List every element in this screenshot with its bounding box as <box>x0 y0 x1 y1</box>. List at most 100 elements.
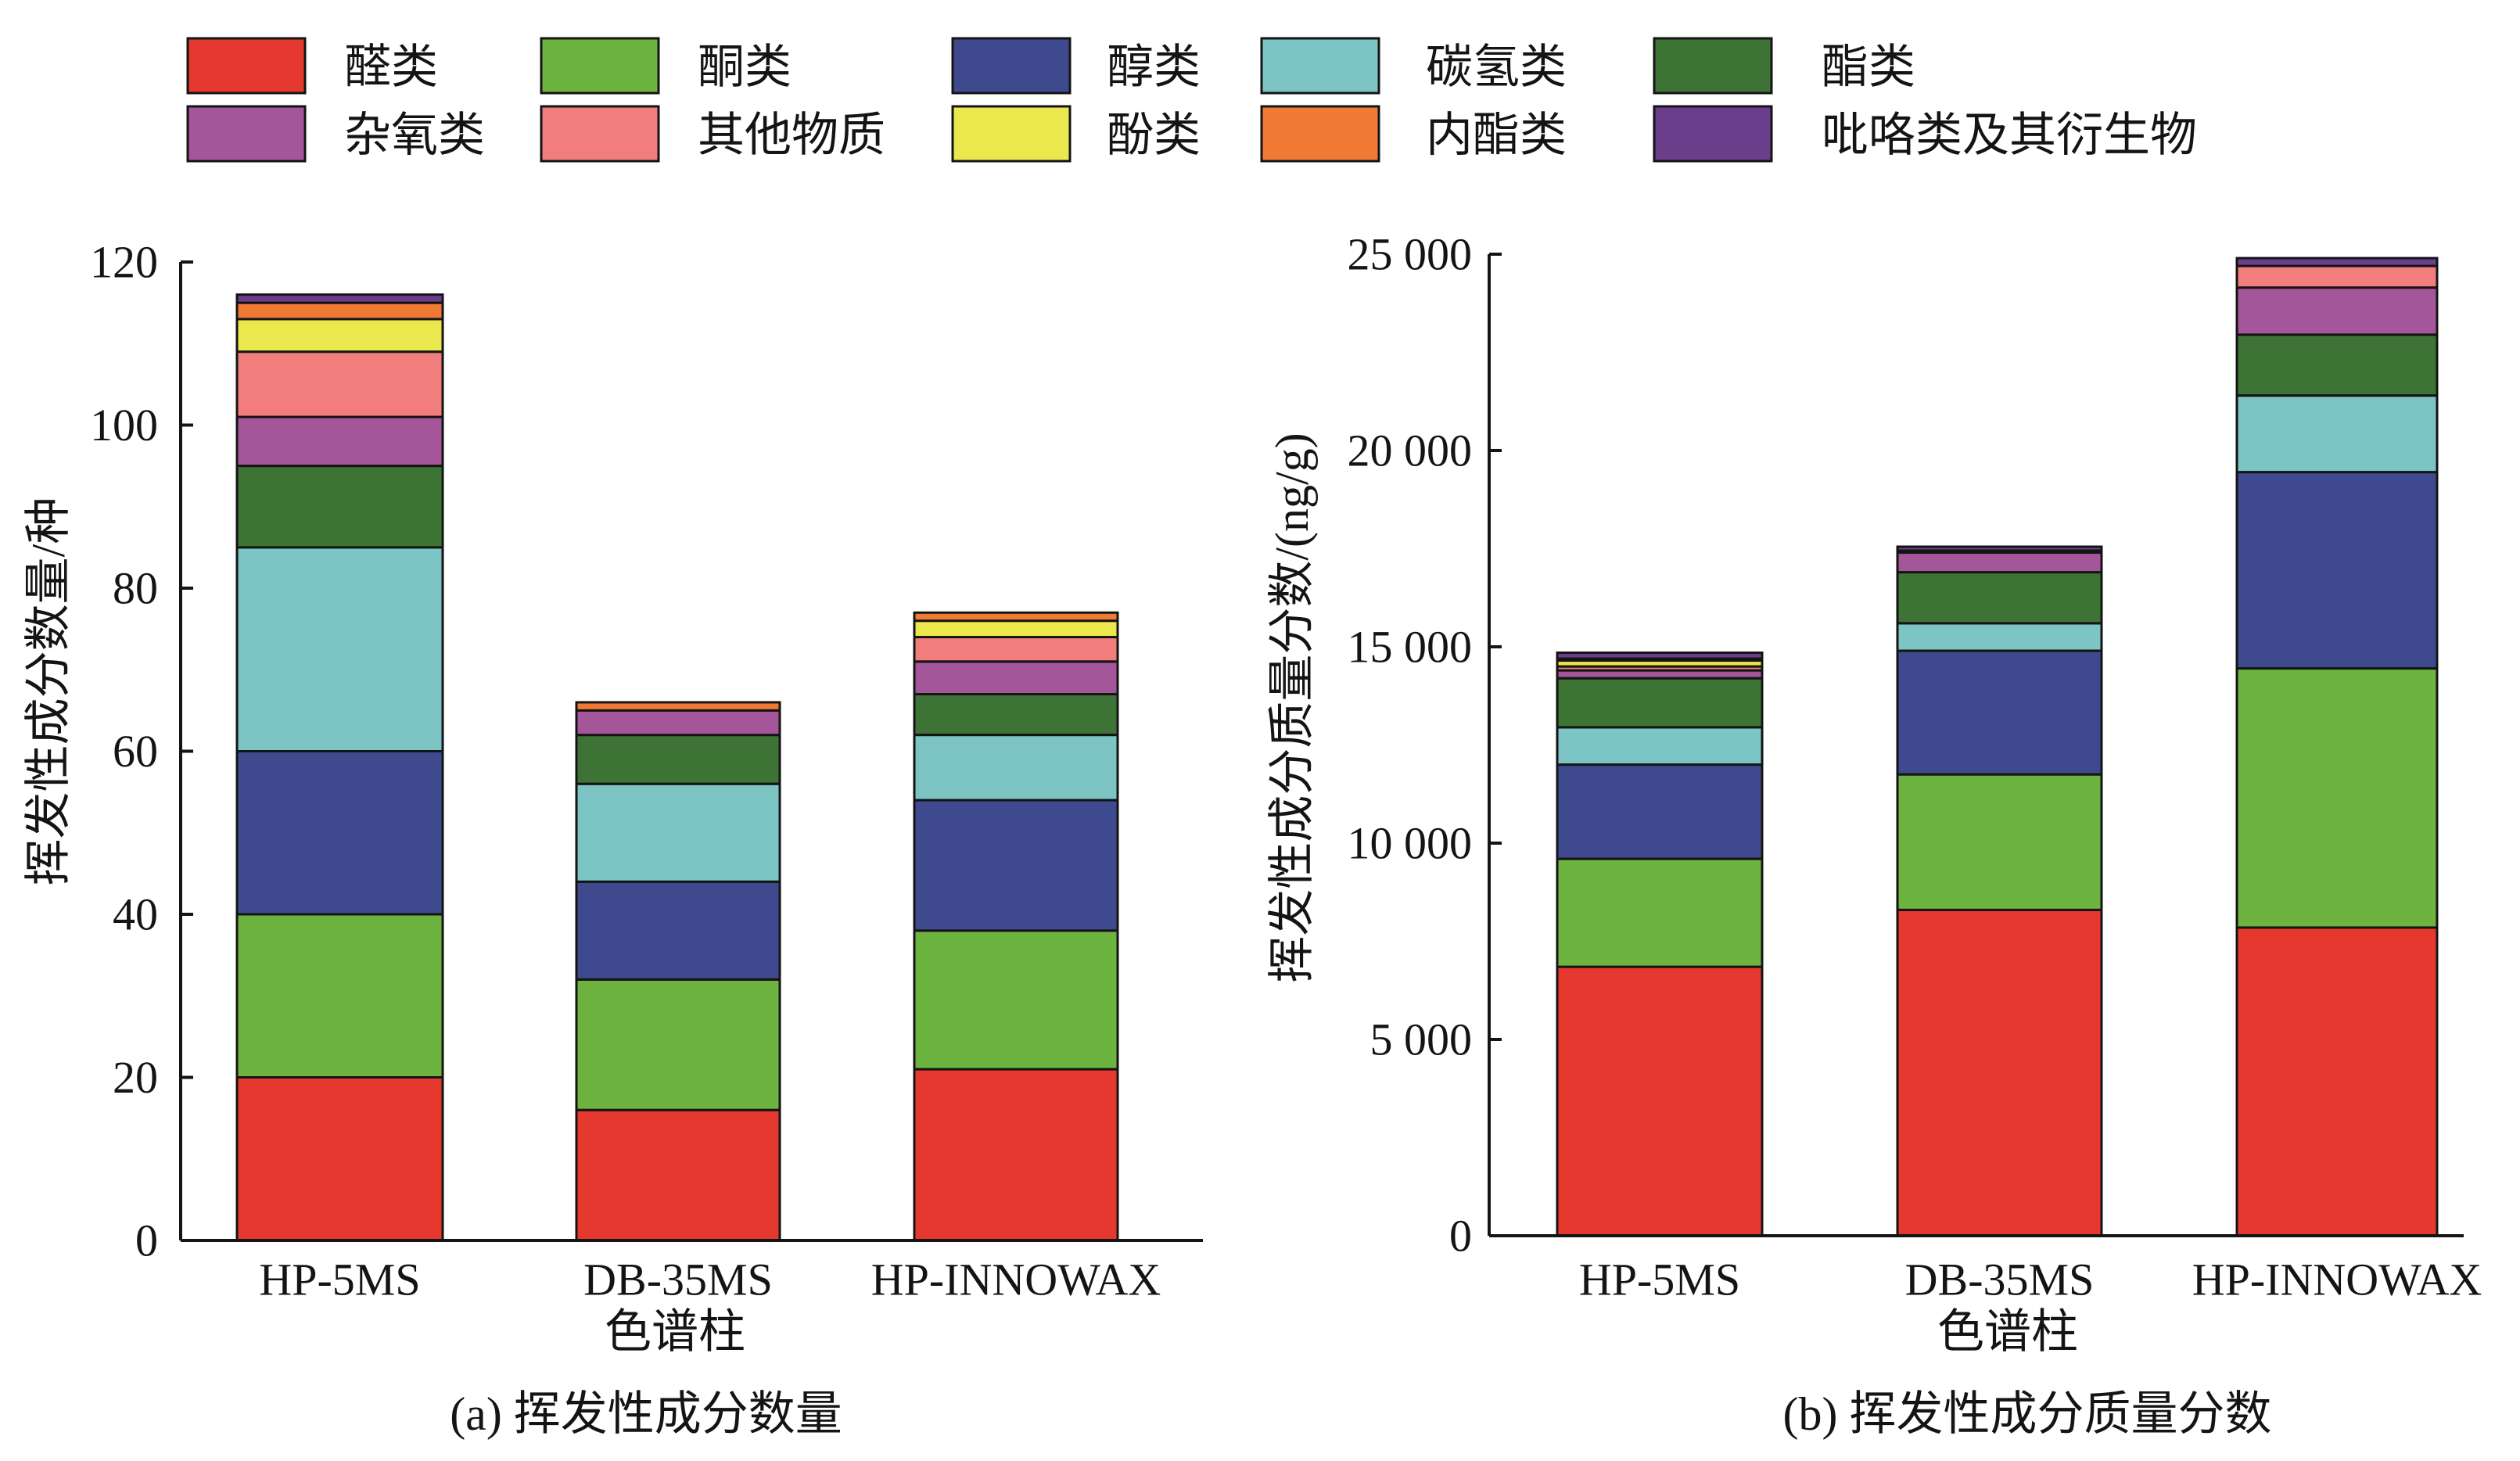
chart-b: 挥发性成分质量分数/(ng/g) 色谱柱 (b) 挥发性成分质量分数 HP-5M… <box>1266 229 2482 1441</box>
y-axis-label: 挥发性成分质量分数/(ng/g) <box>1266 433 1318 982</box>
bar-segment <box>1896 773 2103 911</box>
y-axis-label: 挥发性成分数量/种 <box>23 497 74 886</box>
legend-swatch <box>951 37 1072 95</box>
bar-stack <box>575 701 781 1242</box>
legend-swatch <box>1260 105 1380 163</box>
y-tick-label: 100 <box>90 400 158 451</box>
x-tick-label: HP-5MS <box>1579 1255 1740 1305</box>
legend-swatch <box>1653 105 1773 163</box>
bars <box>1556 257 2439 1237</box>
bar-segment <box>1556 763 1764 860</box>
bar-stack <box>235 293 444 1242</box>
bar-segment <box>2235 471 2439 670</box>
legend-swatch <box>540 37 660 95</box>
bar-segment <box>235 913 444 1079</box>
bar-segment <box>1896 649 2103 776</box>
y-tick-label: 80 <box>113 563 158 614</box>
bar-segment <box>913 734 1119 802</box>
x-axis-label: 色谱柱 <box>605 1306 745 1358</box>
bar-segment <box>913 636 1119 663</box>
x-tick-label: HP-5MS <box>259 1255 420 1305</box>
bar-stack <box>913 611 1119 1242</box>
y-tick-label: 40 <box>113 889 158 940</box>
bar-segment <box>1896 545 2103 552</box>
bar-segment <box>235 465 444 549</box>
legend-label: 醛类 <box>344 41 438 93</box>
bar-segment <box>1556 965 1764 1237</box>
bar-segment <box>575 782 781 883</box>
chart-caption: (b) 挥发性成分质量分数 <box>1783 1388 2272 1440</box>
legend-item: 杂氧类 <box>186 105 485 163</box>
y-tick-label: 0 <box>1449 1211 1472 1262</box>
bar-segment <box>2235 264 2439 289</box>
bars <box>235 293 1119 1242</box>
x-tick-label: DB-35MS <box>1905 1255 2095 1305</box>
bar-segment <box>913 693 1119 737</box>
bar-segment <box>575 701 781 712</box>
legend-label: 酯类 <box>1822 41 1915 93</box>
bar-segment <box>235 1076 444 1242</box>
bar-stack <box>2235 257 2439 1237</box>
bar-segment <box>1896 571 2103 625</box>
bar-segment <box>913 611 1119 623</box>
legend-item: 碳氢类 <box>1260 37 1567 95</box>
bar-segment <box>575 880 781 981</box>
legend-item: 其他物质 <box>540 105 885 163</box>
bar-segment <box>235 350 444 418</box>
bar-segment <box>913 799 1119 932</box>
bar-stack <box>1556 652 1764 1237</box>
legend-item: 醇类 <box>951 37 1201 95</box>
bar-segment <box>235 750 444 916</box>
legend-item: 吡咯类及其衍生物 <box>1653 105 2197 163</box>
legend-item: 酯类 <box>1653 37 1915 95</box>
bar-segment <box>2235 394 2439 474</box>
x-tick-label: HP-INNOWAX <box>2192 1255 2482 1305</box>
bar-segment <box>1896 551 2103 574</box>
bar-segment <box>1896 908 2103 1237</box>
legend-swatch <box>186 105 307 163</box>
bar-segment <box>1896 622 2103 652</box>
bar-segment <box>2235 926 2439 1237</box>
y-tick-label: 20 <box>113 1052 158 1103</box>
y-tick-label: 120 <box>90 237 158 288</box>
bar-stack <box>1896 545 2103 1237</box>
legend-label: 杂氧类 <box>344 109 485 161</box>
bar-segment <box>235 318 444 354</box>
y-tick-label: 25 000 <box>1348 229 1473 280</box>
bar-segment <box>2235 667 2439 929</box>
chart-a: 挥发性成分数量/种 色谱柱 (a) 挥发性成分数量 HP-5MS DB-35MS H… <box>23 237 1203 1440</box>
bar-segment <box>235 546 444 752</box>
bar-segment <box>913 660 1119 696</box>
bar-segment <box>575 978 781 1111</box>
bar-segment <box>575 1108 781 1242</box>
y-tick-label: 0 <box>135 1215 158 1266</box>
legend-item: 醛类 <box>186 37 438 95</box>
bar-segment <box>2235 257 2439 267</box>
legend-item: 内酯类 <box>1260 105 1567 163</box>
legend-item: 酚类 <box>951 105 1201 163</box>
bar-segment <box>1556 677 1764 729</box>
chart-caption: (a) 挥发性成分数量 <box>450 1388 842 1440</box>
y-tick-label: 5 000 <box>1370 1014 1473 1065</box>
bar-segment <box>1556 669 1764 680</box>
legend-item: 酮类 <box>540 37 792 95</box>
legend-swatch <box>540 105 660 163</box>
y-tick-label: 60 <box>113 726 158 777</box>
bar-segment <box>913 619 1119 639</box>
y-tick-label: 10 000 <box>1348 818 1473 869</box>
legend-swatch <box>1260 37 1380 95</box>
bar-segment <box>913 929 1119 1071</box>
bar-segment <box>235 301 444 321</box>
legend-label: 醇类 <box>1107 41 1201 93</box>
x-tick-label: HP-INNOWAX <box>871 1255 1161 1305</box>
x-axis-label: 色谱柱 <box>1937 1306 2078 1358</box>
legend-label: 吡咯类及其衍生物 <box>1822 109 2197 161</box>
legend-label: 其他物质 <box>698 109 885 161</box>
y-tick-label: 20 000 <box>1348 425 1473 476</box>
bar-segment <box>575 734 781 785</box>
bar-segment <box>2235 286 2439 336</box>
legend-label: 内酯类 <box>1426 109 1567 161</box>
bar-segment <box>235 293 444 304</box>
legend-label: 酮类 <box>698 41 792 93</box>
